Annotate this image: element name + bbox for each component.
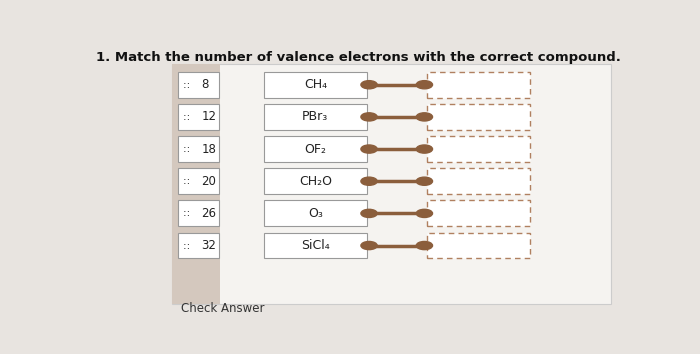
Circle shape: [361, 209, 377, 217]
Text: CH₄: CH₄: [304, 78, 327, 91]
FancyBboxPatch shape: [264, 72, 367, 98]
FancyBboxPatch shape: [426, 72, 530, 98]
FancyBboxPatch shape: [264, 200, 367, 226]
Circle shape: [416, 241, 433, 250]
Text: 8: 8: [202, 78, 209, 91]
Text: ::: ::: [183, 144, 193, 154]
Circle shape: [416, 177, 433, 185]
FancyBboxPatch shape: [426, 104, 530, 130]
FancyBboxPatch shape: [426, 233, 530, 258]
Text: ::: ::: [183, 176, 193, 186]
FancyBboxPatch shape: [178, 136, 219, 162]
Text: O₃: O₃: [308, 207, 323, 220]
Text: ::: ::: [183, 209, 193, 218]
Text: 18: 18: [202, 143, 216, 155]
Text: ::: ::: [183, 80, 193, 90]
FancyBboxPatch shape: [426, 200, 530, 226]
Text: ::: ::: [183, 241, 193, 251]
Circle shape: [361, 113, 377, 121]
FancyBboxPatch shape: [264, 233, 367, 258]
FancyBboxPatch shape: [264, 104, 367, 130]
FancyBboxPatch shape: [172, 64, 611, 304]
Circle shape: [416, 81, 433, 89]
Text: 12: 12: [202, 110, 216, 124]
Text: SiCl₄: SiCl₄: [301, 239, 330, 252]
FancyBboxPatch shape: [426, 168, 530, 194]
FancyBboxPatch shape: [178, 168, 219, 194]
Text: ::: ::: [183, 112, 193, 122]
Text: CH₂O: CH₂O: [299, 175, 332, 188]
Text: Check Answer: Check Answer: [181, 302, 265, 315]
Text: 32: 32: [202, 239, 216, 252]
FancyBboxPatch shape: [178, 200, 219, 226]
Circle shape: [361, 145, 377, 153]
Text: OF₂: OF₂: [304, 143, 326, 155]
FancyBboxPatch shape: [178, 233, 219, 258]
Circle shape: [361, 177, 377, 185]
Text: PBr₃: PBr₃: [302, 110, 328, 124]
Circle shape: [416, 113, 433, 121]
FancyBboxPatch shape: [264, 168, 367, 194]
FancyBboxPatch shape: [264, 136, 367, 162]
FancyBboxPatch shape: [172, 64, 220, 304]
Circle shape: [416, 145, 433, 153]
Text: 1. Match the number of valence electrons with the correct compound.: 1. Match the number of valence electrons…: [97, 51, 621, 64]
Circle shape: [416, 209, 433, 217]
Circle shape: [361, 81, 377, 89]
FancyBboxPatch shape: [426, 136, 530, 162]
FancyBboxPatch shape: [178, 72, 219, 98]
Text: 20: 20: [202, 175, 216, 188]
Circle shape: [361, 241, 377, 250]
FancyBboxPatch shape: [178, 104, 219, 130]
Text: 26: 26: [202, 207, 216, 220]
